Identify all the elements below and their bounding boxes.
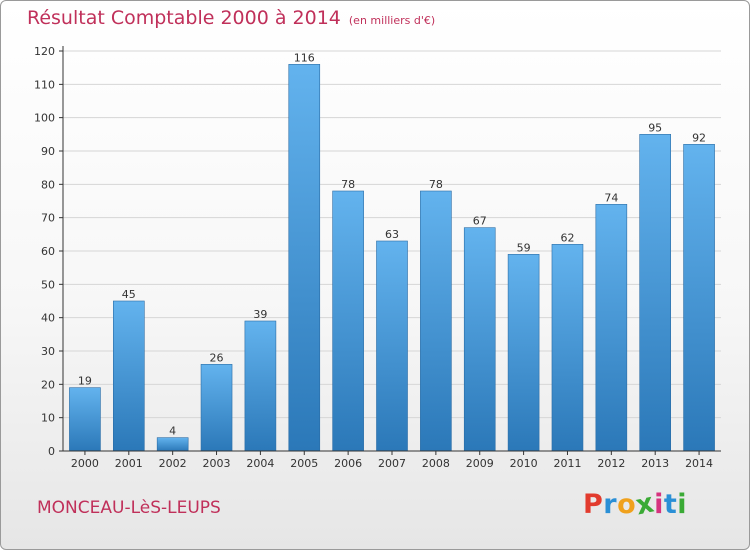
x-tick-label: 2005	[290, 457, 318, 470]
x-tick-label: 2010	[510, 457, 538, 470]
bar-2009	[463, 227, 496, 452]
bar-value-label: 39	[253, 308, 267, 321]
y-tick-label: 80	[41, 178, 55, 191]
y-tick-label: 30	[41, 345, 55, 358]
y-tick-label: 120	[34, 45, 55, 58]
x-tick-label: 2000	[71, 457, 99, 470]
bar-value-label: 4	[169, 425, 176, 438]
proxiti-logo: Proxiti	[583, 487, 688, 521]
bar-2012	[595, 204, 628, 452]
logo-letter: o	[617, 489, 637, 520]
bar-2013	[639, 134, 672, 452]
y-tick-label: 90	[41, 145, 55, 158]
bar-2000	[69, 387, 101, 452]
bar-value-label: 45	[122, 288, 136, 301]
x-tick-label: 2008	[422, 457, 450, 470]
y-tick-label: 20	[41, 378, 55, 391]
town-name: MONCEAU-LèS-LEUPS	[37, 498, 221, 518]
bar-value-label: 95	[648, 121, 662, 134]
bar-2014	[683, 144, 715, 452]
y-tick-label: 40	[41, 312, 55, 325]
x-tick-label: 2009	[466, 457, 494, 470]
logo-letter: r	[603, 489, 618, 520]
bars	[69, 64, 715, 452]
axes	[59, 46, 721, 455]
x-tick-label: 2003	[203, 457, 231, 470]
bar-value-label: 26	[210, 351, 224, 364]
bar-value-label: 62	[560, 231, 574, 244]
bar-value-label: 116	[294, 51, 315, 64]
bar-value-label: 78	[341, 178, 355, 191]
labels: 0 10 20 30 40 50 60 70 80 90 100 110 120 19 2000 45 2001…	[34, 45, 713, 470]
x-tick-label: 2014	[685, 457, 713, 470]
bar-2007	[376, 240, 408, 452]
bar-2011	[551, 244, 584, 452]
x-tick-label: 2012	[597, 457, 625, 470]
chart-title: Résultat Comptable 2000 à 2014 (en millie…	[27, 7, 435, 29]
bar-2004	[244, 320, 277, 452]
logo-letter: i	[677, 489, 688, 520]
logo-letter: t	[663, 489, 678, 520]
bar-2010	[507, 254, 540, 452]
y-tick-label: 70	[41, 212, 55, 225]
x-tick-label: 2007	[378, 457, 406, 470]
y-tick-label: 110	[34, 78, 55, 91]
logo-letter: P	[583, 489, 604, 520]
y-tick-label: 60	[41, 245, 55, 258]
x-tick-label: 2004	[246, 457, 274, 470]
bar-2006	[332, 190, 364, 452]
bar-value-label: 92	[692, 131, 706, 144]
x-tick-label: 2001	[115, 457, 143, 470]
x-tick-label: 2002	[159, 457, 187, 470]
x-tick-label: 2006	[334, 457, 362, 470]
y-tick-label: 50	[41, 278, 55, 291]
bar-2003	[200, 364, 233, 452]
bar-2005	[288, 64, 321, 452]
bar-2002	[156, 437, 189, 452]
bar-value-label: 74	[604, 191, 618, 204]
bar-value-label: 63	[385, 228, 399, 241]
bar-2008	[420, 190, 452, 452]
bar-value-label: 67	[473, 215, 487, 228]
bar-value-label: 59	[517, 241, 531, 254]
y-tick-label: 10	[41, 412, 55, 425]
y-tick-label: 100	[34, 112, 55, 125]
x-tick-label: 2011	[553, 457, 581, 470]
bar-value-label: 78	[429, 178, 443, 191]
bar-2001	[113, 300, 145, 452]
chart-subtitle: (en milliers d'€)	[348, 14, 436, 27]
x-tick-label: 2013	[641, 457, 669, 470]
y-tick-label: 0	[48, 445, 55, 458]
bar-value-label: 19	[78, 375, 92, 388]
logo-letter: i	[654, 489, 664, 520]
chart-title-main: Résultat Comptable 2000 à 2014	[27, 7, 341, 29]
